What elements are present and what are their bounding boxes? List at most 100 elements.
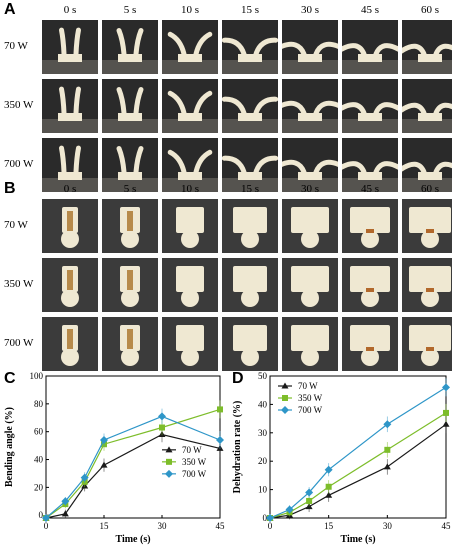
data-point — [159, 424, 165, 431]
time-label: 0 s — [63, 183, 77, 195]
data-point — [306, 497, 313, 504]
sample-photo — [162, 317, 218, 371]
x-tick-label: 15 — [100, 521, 110, 531]
data-point — [384, 446, 391, 453]
x-tick-label: 0 — [44, 521, 49, 531]
y-tick-label: 20 — [34, 482, 44, 492]
sample-photo — [342, 79, 398, 133]
sample-photo — [222, 258, 278, 312]
series — [42, 408, 224, 522]
data-point — [61, 497, 70, 506]
series-line — [45, 433, 221, 519]
sample-photo — [42, 199, 98, 253]
series-line — [269, 423, 447, 519]
x-tick-label: 45 — [442, 521, 452, 531]
sample-photo — [342, 20, 398, 74]
data-point — [80, 473, 89, 482]
sample-photo — [282, 138, 338, 192]
data-point — [285, 505, 294, 514]
data-point — [100, 436, 108, 445]
power-label: 70 W — [4, 40, 28, 52]
series — [267, 403, 449, 521]
y-tick-label: 10 — [258, 485, 268, 495]
x-tick-label: 15 — [324, 521, 334, 531]
y-tick-label: 20 — [258, 456, 268, 466]
axes: 0 15 30 45 0 10 20 30 40 50 — [258, 371, 451, 531]
data-point — [281, 406, 289, 414]
power-label: 350 W — [4, 99, 34, 111]
sample-photo — [162, 20, 218, 74]
series — [266, 378, 450, 522]
legend: 70 W 350 W 700 W — [278, 381, 323, 415]
series-line — [269, 386, 447, 519]
x-tick-label: 0 — [268, 521, 273, 531]
data-point — [216, 436, 224, 445]
time-label: 15 s — [240, 183, 260, 195]
sample-photo — [402, 199, 452, 253]
sample-photo — [342, 258, 398, 312]
x-tick-label: 45 — [216, 521, 226, 531]
y-tick-label: 40 — [258, 399, 268, 409]
power-label: 350 W — [4, 278, 34, 290]
sample-photo — [42, 79, 98, 133]
sample-photo — [402, 138, 452, 192]
sample-photo — [162, 199, 218, 253]
legend-label: 70 W — [298, 381, 318, 391]
sample-photo — [102, 199, 158, 253]
time-label: 10 s — [180, 183, 200, 195]
data-point — [324, 465, 333, 474]
sample-photo — [42, 138, 98, 192]
time-label: 30 s — [300, 183, 320, 195]
y-tick-label: 0 — [263, 513, 268, 523]
series-line — [45, 408, 221, 519]
sample-photo — [162, 258, 218, 312]
data-point — [383, 463, 391, 470]
sample-photo — [402, 20, 452, 74]
sample-photo — [282, 199, 338, 253]
legend-label: 350 W — [182, 457, 207, 467]
x-axis-label: Time (s) — [115, 534, 150, 545]
sample-photo — [222, 317, 278, 371]
sample-photo — [42, 258, 98, 312]
sample-photo — [342, 138, 398, 192]
sample-photo — [342, 199, 398, 253]
y-axis-label: Dehydration rate (%) — [232, 401, 243, 494]
data-point — [217, 406, 223, 413]
time-label: 5 s — [123, 4, 137, 16]
data-point — [383, 420, 392, 429]
sample-photo — [42, 317, 98, 371]
x-tick-label: 30 — [383, 521, 393, 531]
data-point — [442, 383, 450, 392]
data-point — [165, 446, 173, 453]
power-label: 70 W — [4, 219, 28, 231]
sample-photo — [162, 138, 218, 192]
y-tick-label: 60 — [34, 427, 44, 437]
power-label: 700 W — [4, 337, 34, 349]
sample-photo — [402, 258, 452, 312]
sample-photo — [102, 138, 158, 192]
bending-angle-chart: 0 15 30 45 0 20 40 60 80 100 Time (s) Bending angle… — [4, 371, 226, 545]
sample-photo — [402, 317, 452, 371]
sample-photo — [162, 79, 218, 133]
y-tick-label: 0 — [39, 510, 44, 520]
data-point — [325, 483, 332, 490]
data-point — [282, 395, 288, 401]
sample-photo — [102, 79, 158, 133]
data-point — [443, 409, 449, 416]
time-label: 60 s — [420, 4, 440, 16]
sample-photo — [282, 317, 338, 371]
sample-photo — [102, 258, 158, 312]
sample-photo — [282, 79, 338, 133]
time-label: 5 s — [123, 183, 137, 195]
series-line — [45, 415, 221, 519]
sample-photo — [222, 199, 278, 253]
y-tick-label: 100 — [30, 371, 44, 381]
legend-label: 350 W — [298, 393, 323, 403]
legend: 70 W 350 W 700 W — [162, 445, 207, 479]
data-point — [100, 461, 108, 468]
y-tick-label: 50 — [258, 371, 268, 381]
data-point — [442, 420, 450, 427]
y-axis-label: Bending angle (%) — [4, 407, 15, 487]
sample-photo — [222, 20, 278, 74]
time-label: 15 s — [240, 4, 260, 16]
